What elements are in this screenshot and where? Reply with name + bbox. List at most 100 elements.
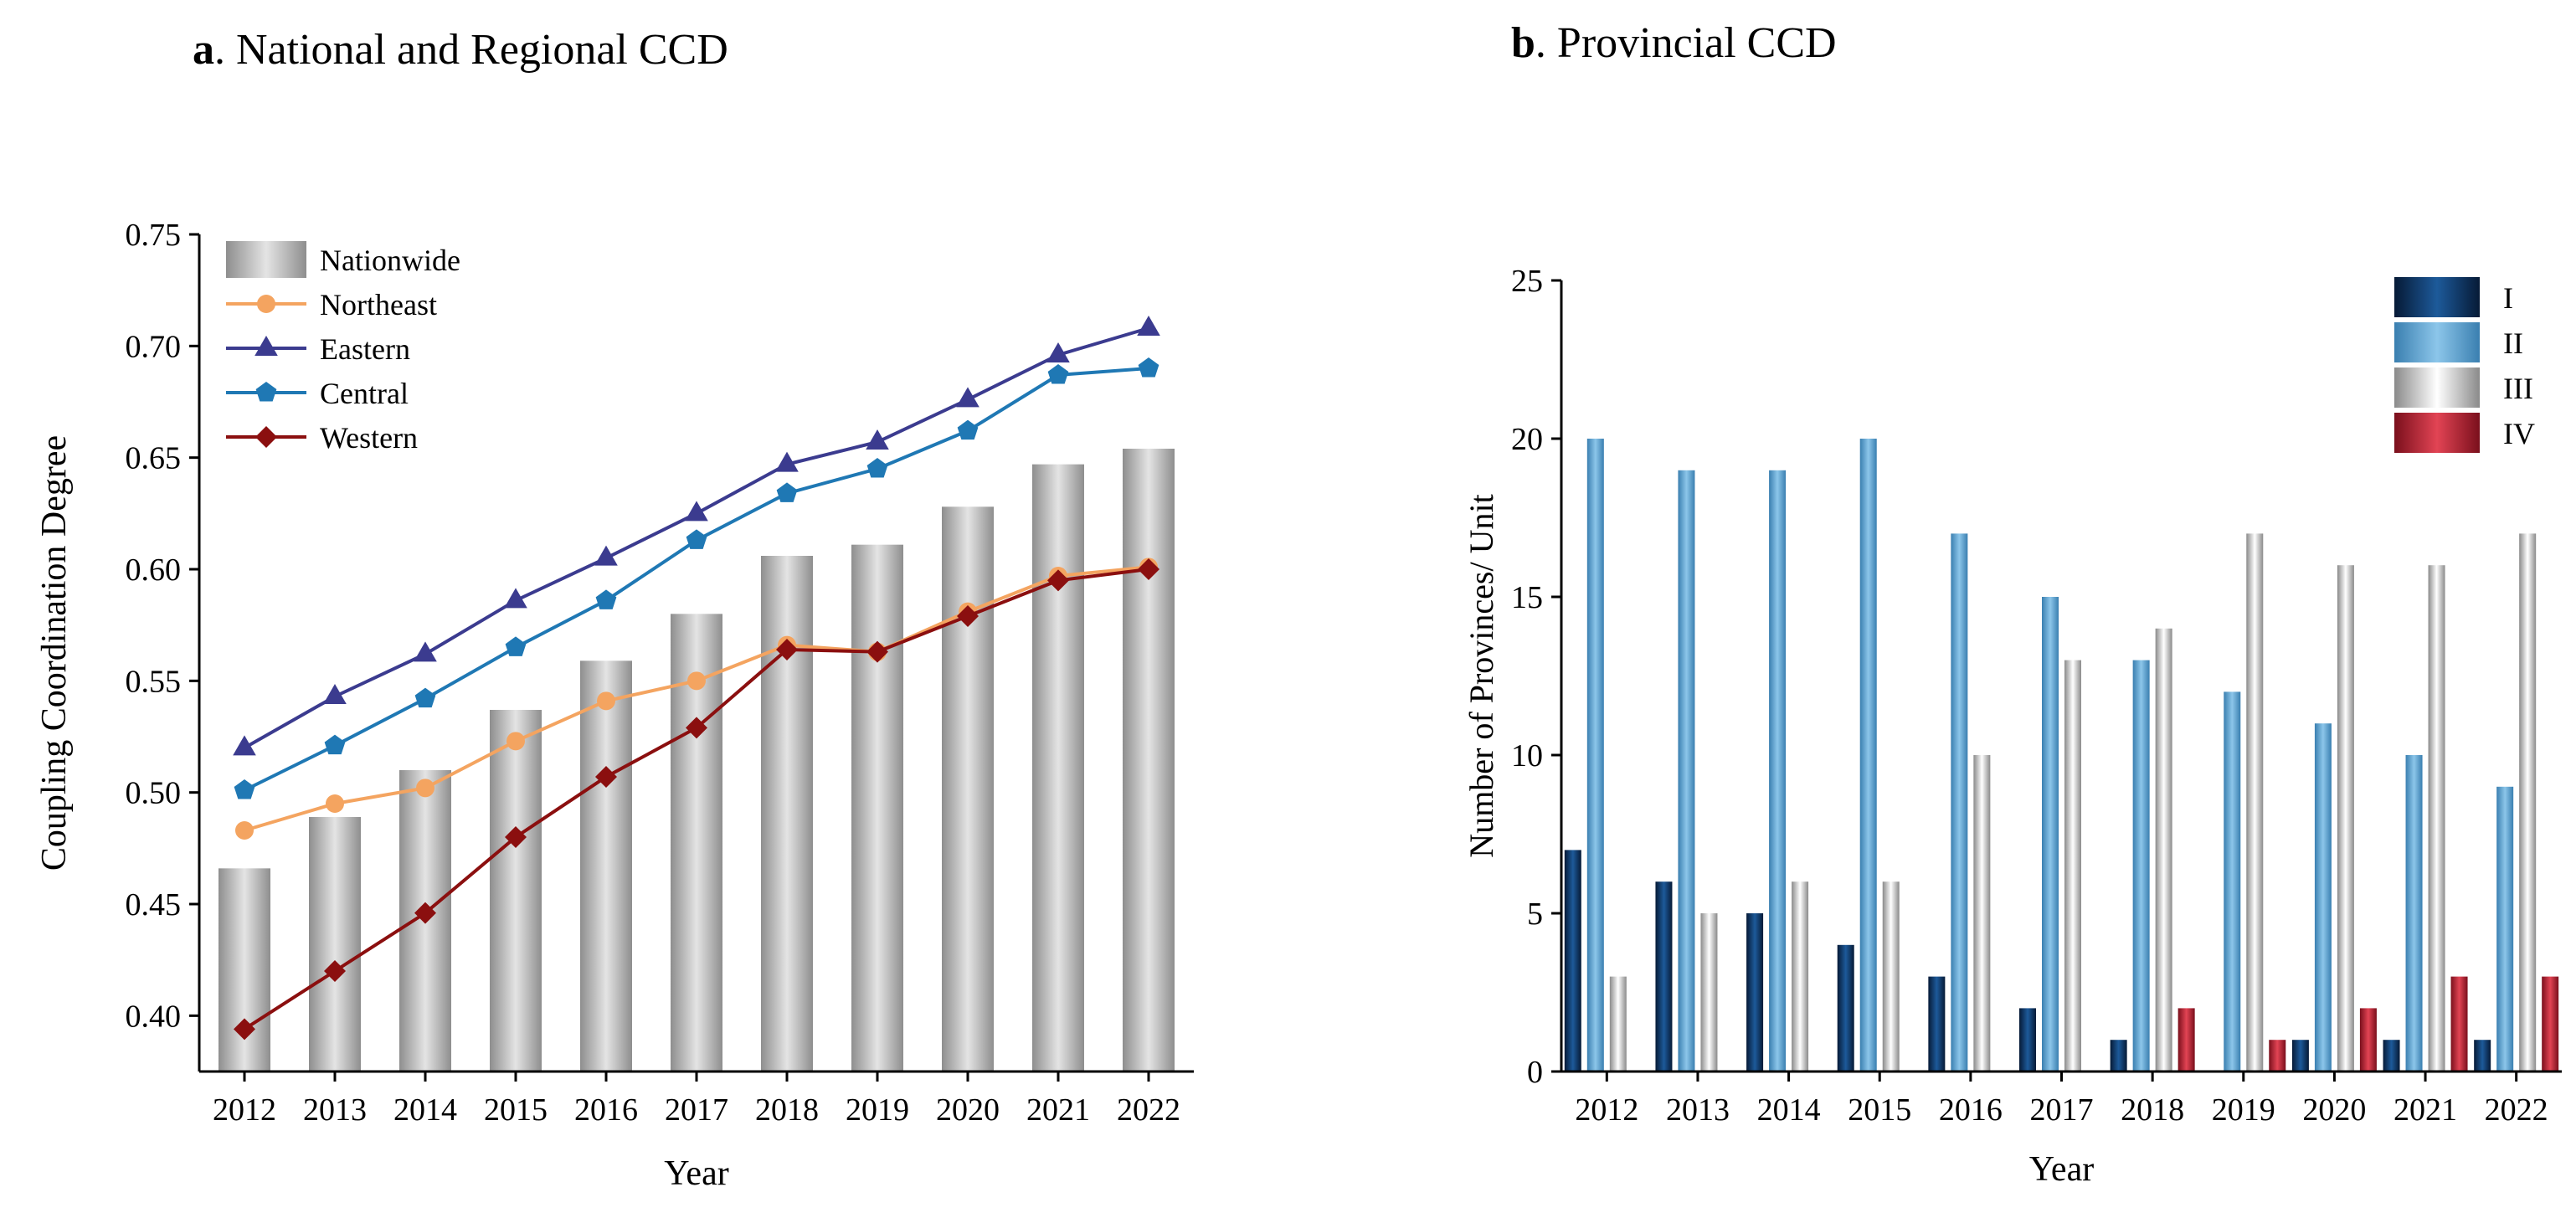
class-iii-bar-2017 [2064,660,2081,1072]
panel-a-x-tick-label: 2017 [665,1092,728,1128]
eastern-point-2012 [233,735,256,756]
class-i-bar-2022 [2474,1040,2491,1072]
western-point-2020 [957,605,979,627]
class-iii-bar-2016 [1973,755,1991,1072]
class-ii-bar-2012 [1586,439,1604,1072]
eastern-point-2017 [685,501,708,522]
class-ii-bar-2016 [1951,533,1968,1072]
panel-b-x-tick-label: 2018 [2121,1092,2184,1128]
legend-class-iv-swatch [2394,413,2480,453]
eastern-point-2014 [414,641,437,662]
eastern-point-2016 [594,545,618,566]
panel-a-title: a. National and Regional CCD [193,26,728,74]
legend-eastern-label: Eastern [320,332,410,366]
nationwide-bar-2018 [761,556,813,1072]
panel-b-y-tick-label: 5 [1527,897,1543,932]
central-point-2019 [866,458,888,478]
class-iii-bar-2019 [2246,533,2264,1072]
class-ii-bar-2015 [1859,439,1877,1072]
legend-western-marker [255,426,277,448]
panel-b-y-axis-label: Number of Provinces/ Unit [1463,494,1500,857]
central-point-2016 [595,589,617,609]
panel-b-x-tick-label: 2021 [2393,1092,2457,1128]
legend-class-i-label: I [2503,281,2513,315]
panel-a-y-tick-label: 0.60 [126,552,182,588]
class-iii-bar-2021 [2428,565,2445,1072]
panel-a-y-axis-label: Coupling Coordination Degree [35,435,74,871]
western-point-2016 [595,766,617,788]
eastern-point-2022 [1137,316,1160,336]
class-iii-bar-2012 [1609,976,1627,1072]
class-iv-bar-2018 [2178,1008,2195,1072]
legend-central-marker [255,382,277,402]
legend-northeast-marker [257,295,275,313]
central-point-2020 [957,419,979,440]
panel-b-y-tick-label: 20 [1511,422,1543,457]
nationwide-bar-2013 [309,817,361,1072]
eastern-point-2021 [1046,342,1070,362]
legend-class-iii-label: III [2503,372,2533,405]
panel-b-y-tick-label: 25 [1511,264,1543,299]
class-i-bar-2021 [2383,1040,2400,1072]
class-i-bar-2012 [1564,850,1581,1072]
class-i-bar-2018 [2110,1040,2127,1072]
panel-a-x-tick-label: 2019 [846,1092,909,1128]
eastern-point-2013 [323,684,347,704]
panel-a-x-axis-label: Year [664,1154,728,1193]
class-ii-bar-2019 [2224,691,2241,1072]
panel-a-y-tick-label: 0.55 [126,664,182,699]
legend-nationwide-label: Nationwide [320,244,460,277]
western-point-2022 [1138,558,1159,580]
panel-a-x-tick-label: 2016 [574,1092,638,1128]
class-iii-bar-2018 [2155,628,2172,1072]
class-ii-bar-2018 [2132,660,2150,1072]
western-point-2019 [866,640,888,663]
eastern-point-2015 [504,588,527,609]
legend-class-i-swatch [2394,277,2480,317]
central-point-2015 [505,636,527,656]
western-point-2015 [505,826,527,848]
class-iv-bar-2021 [2450,976,2468,1072]
legend-nationwide-swatch [226,241,306,278]
class-i-bar-2013 [1655,881,1673,1072]
central-point-2022 [1138,357,1159,378]
northeast-point-2016 [597,691,615,711]
panel-b-x-tick-label: 2017 [2030,1092,2094,1128]
class-ii-bar-2013 [1678,470,1695,1072]
panel-b-x-tick-label: 2019 [2212,1092,2275,1128]
legend-western-label: Western [320,421,418,455]
panel-a-y-tick-label: 0.65 [126,441,182,476]
class-ii-bar-2014 [1769,470,1787,1072]
legend-class-ii-label: II [2503,326,2523,360]
central-point-2018 [776,482,798,502]
class-i-bar-2020 [2291,1040,2309,1072]
central-point-2014 [414,687,436,708]
western-point-2021 [1047,569,1069,592]
panel-a-y-tick-label: 0.75 [126,218,182,253]
legend-class-iii-swatch [2394,367,2480,408]
panel-b-y-tick-label: 15 [1511,580,1543,615]
eastern-point-2020 [956,387,979,408]
nationwide-bar-2020 [942,506,994,1072]
western-point-2018 [776,639,798,660]
nationwide-bar-2017 [671,614,722,1072]
panel-b-label: b [1511,19,1535,67]
class-ii-bar-2021 [2405,755,2423,1072]
panel-a-title-text: National and Regional CCD [236,26,728,74]
panel-a-y-tick-label: 0.40 [126,999,182,1034]
class-i-bar-2015 [1837,944,1854,1072]
panel-b-x-tick-label: 2022 [2485,1092,2548,1128]
legend-northeast-label: Northeast [320,288,437,321]
central-point-2021 [1047,364,1069,384]
legend-class-ii-swatch [2394,322,2480,362]
class-ii-bar-2022 [2496,786,2514,1072]
class-iv-bar-2020 [2359,1008,2377,1072]
central-point-2013 [324,734,346,755]
panel-b-x-tick-label: 2014 [1757,1092,1821,1128]
nationwide-bar-2022 [1123,449,1175,1072]
northeast-point-2012 [235,821,254,840]
central-point-2012 [234,779,255,799]
class-iii-bar-2020 [2337,565,2354,1072]
panel-a-y-tick-label: 0.50 [126,776,182,811]
